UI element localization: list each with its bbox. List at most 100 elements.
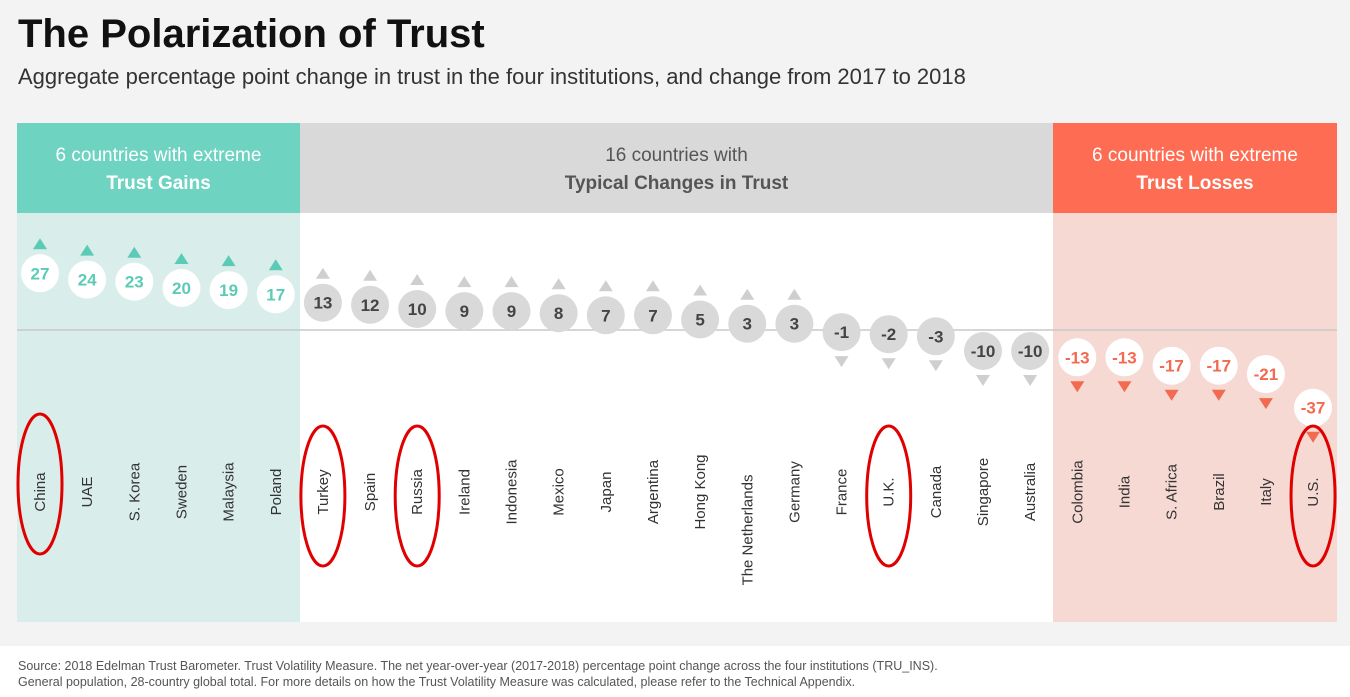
value-label: -13 [1112,348,1137,367]
down-triangle-icon [1211,389,1226,401]
value-circle [775,304,814,343]
value-circle [256,275,295,314]
data-point: 12 [351,269,390,324]
value-circle [303,283,342,322]
country-label: Argentina [645,459,662,524]
data-point: 7 [586,280,625,335]
data-point: 23 [115,246,154,301]
country-label: U.S. [1305,477,1322,506]
down-triangle-icon [1164,389,1179,401]
up-triangle-icon [787,288,802,300]
up-triangle-icon [457,276,472,288]
country-label: Spain [362,473,379,511]
value-circle [209,271,248,310]
data-point: -17 [1199,346,1238,401]
country-label: India [1116,475,1133,508]
value-circle [822,313,861,352]
value-circle [492,292,531,331]
up-triangle-icon [221,255,236,267]
data-point: -37 [1294,388,1333,443]
country-label: Germany [786,461,803,523]
value-circle [162,269,201,307]
up-triangle-icon [504,276,519,288]
value-label: -10 [971,342,996,361]
value-label: -2 [881,325,896,344]
up-triangle-icon [268,259,283,271]
down-triangle-icon [1117,381,1132,393]
data-point: -13 [1058,338,1097,393]
value-circle [633,296,672,335]
value-circle [445,292,484,331]
value-label: 10 [408,300,427,319]
value-circle [398,290,437,328]
value-label: 12 [361,296,380,315]
country-label: Poland [268,469,285,516]
data-point: -13 [1105,338,1144,393]
highlight-ellipse [393,424,441,568]
value-label: 19 [219,281,238,300]
value-circle [68,260,107,299]
data-point: 9 [445,276,484,331]
trust-chart: 6 countries with extreme Trust Gains 16 co… [16,123,1337,622]
data-point: -10 [1011,332,1050,386]
value-circle [869,315,908,354]
value-label: 7 [648,306,657,325]
country-label: Canada [928,465,945,518]
group-header-line1: 16 countries with [605,145,748,166]
value-label: 3 [790,315,799,334]
group-header-line2: Trust Losses [1136,173,1253,194]
value-label: -10 [1018,342,1043,361]
value-label: -13 [1065,348,1090,367]
value-label: -3 [928,327,943,346]
chart-subtitle: Aggregate percentage point change in tru… [18,64,966,89]
down-triangle-icon [1070,381,1085,393]
up-triangle-icon [551,278,566,290]
data-point: 24 [68,244,107,299]
value-label: 17 [266,285,285,304]
data-point: -17 [1152,346,1191,401]
value-circle [1011,332,1050,370]
value-circle [1294,388,1333,427]
data-point: 5 [681,284,720,339]
up-triangle-icon [693,284,708,296]
up-triangle-icon [598,280,613,292]
country-label: Malaysia [221,462,238,522]
down-triangle-icon [1306,431,1321,443]
down-triangle-icon [976,375,990,386]
data-point: -2 [869,315,908,370]
country-label: S. Korea [126,462,143,521]
down-triangle-icon [1023,375,1038,386]
value-label: -17 [1159,357,1184,376]
up-triangle-icon [315,267,330,279]
data-point: 8 [539,278,578,333]
highlight-ellipse [299,424,347,568]
country-label: Colombia [1069,460,1086,524]
up-triangle-icon [80,244,95,256]
data-point: -3 [916,317,955,372]
value-circle [1199,346,1238,385]
group-header [300,123,1053,213]
value-circle [964,332,1002,370]
value-circle [1246,355,1285,394]
data-point: 27 [21,238,59,293]
data-point: 3 [728,288,767,343]
country-label: France [834,469,851,516]
country-label: UAE [79,477,96,508]
up-triangle-icon [174,253,189,264]
group-header [17,123,300,213]
country-label: S. Africa [1164,463,1181,520]
source-note: Source: 2018 Edelman Trust Barometer. Tr… [18,659,938,689]
value-label: -21 [1254,365,1279,384]
data-point: -21 [1246,355,1285,410]
country-label: Russia [409,468,426,515]
value-circle [586,296,625,335]
value-circle [1152,346,1191,385]
value-circle [1105,338,1144,377]
data-point: 20 [162,253,201,307]
group-body [1053,213,1337,622]
value-circle [728,304,767,343]
value-circle [21,254,59,293]
up-triangle-icon [645,280,660,292]
data-point: 13 [303,267,342,322]
country-label: Ireland [456,469,473,515]
